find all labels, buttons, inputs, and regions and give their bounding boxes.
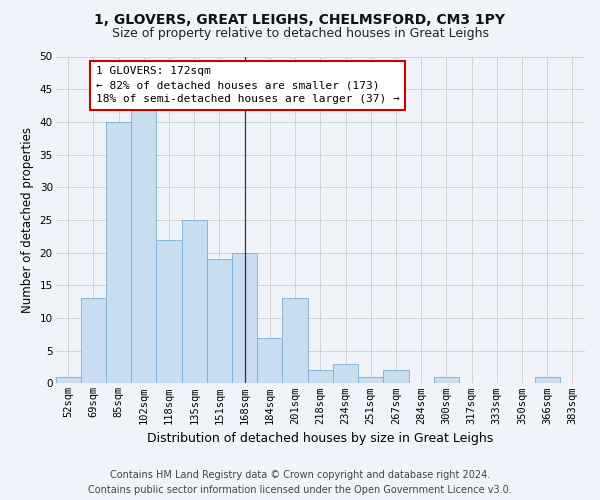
Bar xyxy=(106,122,131,384)
Bar xyxy=(257,338,283,384)
Bar xyxy=(81,298,106,384)
Bar xyxy=(383,370,409,384)
Text: Contains HM Land Registry data © Crown copyright and database right 2024.
Contai: Contains HM Land Registry data © Crown c… xyxy=(88,470,512,495)
Bar xyxy=(434,377,459,384)
Bar xyxy=(535,377,560,384)
Bar xyxy=(56,377,81,384)
Bar xyxy=(182,220,207,384)
Bar xyxy=(358,377,383,384)
Text: 1, GLOVERS, GREAT LEIGHS, CHELMSFORD, CM3 1PY: 1, GLOVERS, GREAT LEIGHS, CHELMSFORD, CM… xyxy=(95,12,505,26)
Bar xyxy=(333,364,358,384)
Text: Size of property relative to detached houses in Great Leighs: Size of property relative to detached ho… xyxy=(112,28,488,40)
Bar xyxy=(232,252,257,384)
Bar xyxy=(283,298,308,384)
Bar xyxy=(308,370,333,384)
Bar xyxy=(131,109,157,384)
Bar xyxy=(157,240,182,384)
X-axis label: Distribution of detached houses by size in Great Leighs: Distribution of detached houses by size … xyxy=(147,432,493,445)
Text: 1 GLOVERS: 172sqm
← 82% of detached houses are smaller (173)
18% of semi-detache: 1 GLOVERS: 172sqm ← 82% of detached hous… xyxy=(96,66,400,104)
Bar xyxy=(207,259,232,384)
Y-axis label: Number of detached properties: Number of detached properties xyxy=(21,127,34,313)
